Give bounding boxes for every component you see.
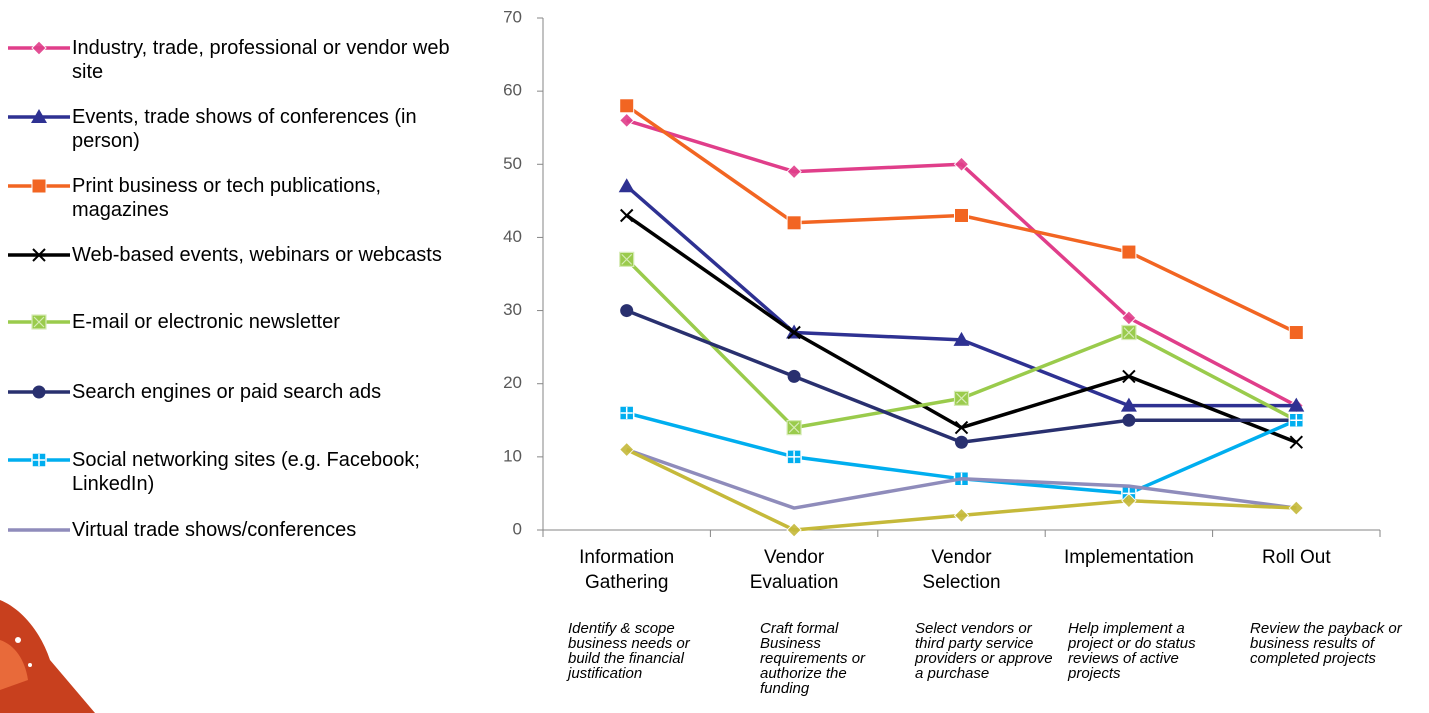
data-point (1288, 397, 1305, 412)
data-point (1288, 325, 1304, 341)
x-tick-label: Information Gathering (579, 547, 675, 593)
data-point (786, 420, 802, 436)
data-point (1120, 397, 1137, 412)
series-line (626, 447, 1297, 510)
legend-marker (32, 248, 46, 262)
y-tick-label: 30 (503, 300, 522, 319)
legend-label: Social networking sites (e.g. Facebook; … (72, 449, 420, 495)
legend-label: Web-based events, webinars or webcasts (72, 244, 442, 266)
data-point (787, 369, 801, 383)
data-point (619, 251, 635, 267)
x-tick-label: Vendor Selection (922, 547, 1001, 593)
data-point (1121, 324, 1137, 341)
series (619, 98, 1304, 341)
data-point (1122, 413, 1136, 427)
legend-label: E-mail or electronic newsletter (72, 311, 340, 333)
y-tick-label: 40 (503, 227, 522, 246)
series (618, 441, 1305, 538)
legend-label: Virtual trade shows/conferences (72, 519, 357, 541)
legend-item (8, 385, 70, 399)
data-point (786, 522, 802, 538)
legend-marker (31, 178, 47, 194)
data-point (618, 405, 635, 421)
data-point (954, 207, 969, 223)
data-point (1288, 500, 1305, 516)
y-tick-label: 0 (513, 519, 522, 538)
x-tick-label: Vendor Evaluation (749, 547, 839, 593)
data-point (620, 304, 634, 318)
logo (0, 600, 95, 713)
data-point (786, 163, 802, 180)
data-point (619, 208, 634, 223)
legend-item (8, 452, 70, 468)
data-point (953, 331, 970, 346)
data-point (1288, 412, 1305, 429)
legend-item (8, 248, 70, 262)
category-note: Select vendors or third party service pr… (915, 620, 1053, 682)
series-line (625, 214, 1297, 444)
data-point (1121, 310, 1137, 326)
data-point (1121, 493, 1137, 509)
legend-marker (31, 109, 47, 123)
series-line (626, 308, 1297, 444)
series (626, 447, 1297, 510)
data-point (619, 98, 635, 114)
y-tick-label: 10 (503, 446, 522, 465)
x-tick-label: Implementation (1063, 547, 1194, 568)
category-note: Identify & scope business needs or build… (568, 620, 690, 682)
data-point (953, 507, 970, 524)
data-point (953, 390, 970, 406)
data-point (786, 449, 802, 465)
data-point (954, 420, 969, 435)
category-note: Craft formal Business requirements or au… (760, 620, 866, 697)
series (619, 208, 1304, 449)
data-point (787, 325, 801, 340)
data-point (955, 435, 968, 449)
legend-item (8, 178, 70, 194)
legend-marker (31, 40, 47, 56)
data-point (1121, 244, 1137, 260)
legend-item (8, 314, 70, 330)
legend-label: Search engines or paid search ads (72, 381, 382, 403)
legend-label: Print business or tech publications, mag… (72, 175, 382, 221)
y-tick-label: 70 (503, 7, 522, 26)
legend-item (8, 40, 70, 56)
legend-marker (32, 385, 46, 399)
data-point (1289, 435, 1304, 449)
y-tick-label: 20 (503, 373, 522, 392)
legend-label: Industry, trade, professional or vendor … (72, 37, 450, 83)
data-point (618, 441, 635, 458)
data-point (1122, 369, 1136, 384)
legend-item (8, 109, 70, 123)
data-point (786, 215, 802, 231)
series (618, 112, 1305, 414)
legend-label: Events, trade shows of conferences (in p… (72, 106, 417, 152)
y-tick-label: 60 (503, 81, 522, 100)
category-note: Help implement a project or do status re… (1068, 620, 1196, 682)
y-tick-label: 50 (503, 154, 522, 173)
category-note: Review the payback or business results o… (1250, 620, 1402, 667)
data-point (953, 156, 970, 172)
data-point (618, 178, 635, 193)
legend-marker (31, 314, 47, 330)
x-tick-label: Roll Out (1261, 547, 1331, 568)
data-point (618, 112, 635, 129)
legend-marker (31, 452, 47, 468)
